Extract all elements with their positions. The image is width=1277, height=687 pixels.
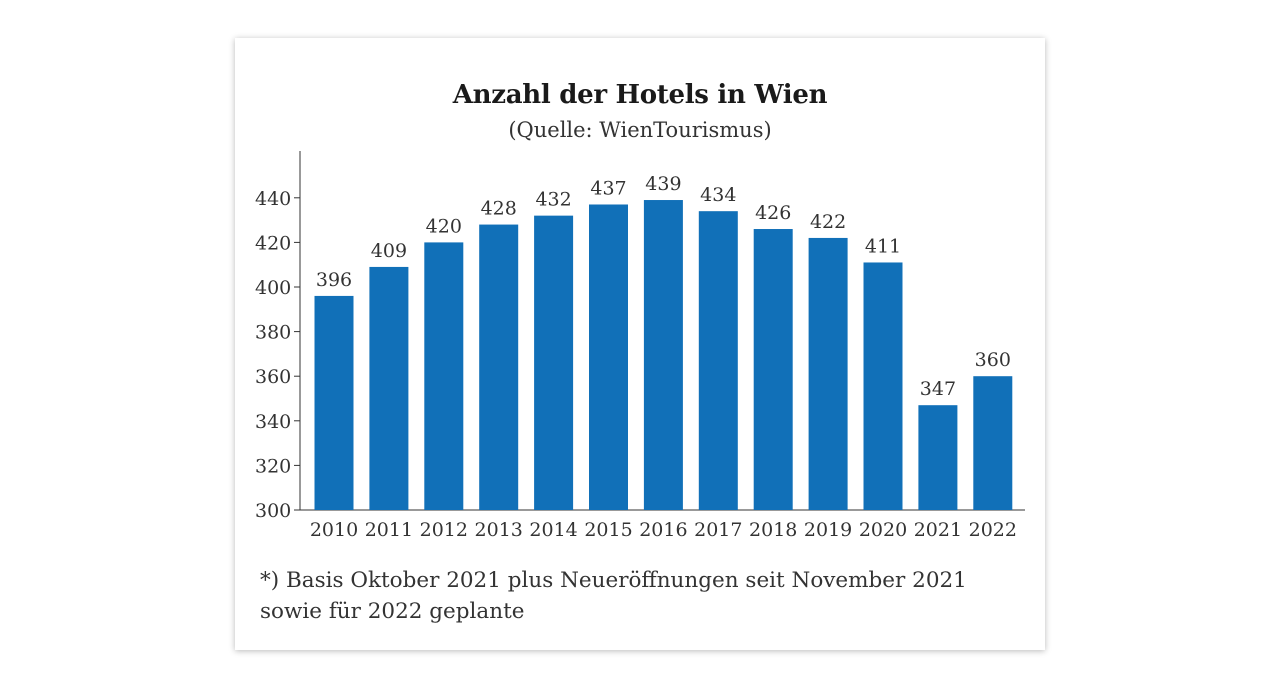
y-tick-label: 440	[255, 188, 291, 210]
bar-2019	[808, 237, 848, 510]
bar-2012	[424, 242, 464, 510]
x-tick-label-2017: 2017	[694, 519, 742, 541]
x-tick-label-2011: 2011	[365, 519, 413, 541]
x-tick-label-2013: 2013	[475, 519, 523, 541]
chart-title: Anzahl der Hotels in Wien	[452, 80, 828, 110]
chart-value-labels: 396 409 420 428 432 437 439 434 426 422 411 347 360	[316, 173, 1011, 400]
value-label-2018: 426	[755, 202, 791, 224]
y-tick-label: 340	[255, 411, 291, 433]
y-tick-label: 420	[255, 232, 291, 254]
y-tick-label: 400	[255, 277, 291, 299]
y-tick-label: 360	[255, 366, 291, 388]
value-label-2016: 439	[645, 173, 681, 195]
bar-2015	[589, 204, 628, 511]
footnote-line-2: sowie für 2022 geplante	[260, 599, 525, 624]
value-label-2020: 411	[865, 235, 901, 257]
bar-2011	[369, 266, 409, 510]
chart-card: Anzahl der Hotels in Wien (Quelle: WienT…	[235, 38, 1045, 650]
bar-2022	[973, 376, 1013, 510]
value-label-2011: 409	[371, 240, 407, 262]
x-tick-label-2012: 2012	[420, 519, 468, 541]
x-tick-label-2015: 2015	[584, 519, 632, 541]
value-label-2014: 432	[535, 189, 571, 211]
y-tick-label: 300	[255, 500, 291, 522]
x-tick-label-2020: 2020	[859, 519, 907, 541]
x-tick-label-2022: 2022	[969, 519, 1017, 541]
value-label-2015: 437	[590, 177, 626, 199]
x-tick-label-2019: 2019	[804, 519, 852, 541]
value-label-2017: 434	[700, 184, 736, 206]
x-tick-label-2014: 2014	[529, 519, 577, 541]
y-tick-label: 320	[255, 455, 291, 477]
footnote-line-1: *) Basis Oktober 2021 plus Neueröffnunge…	[260, 568, 967, 593]
value-label-2022: 360	[975, 349, 1011, 371]
value-label-2012: 420	[426, 215, 462, 237]
value-label-2013: 428	[481, 198, 517, 220]
value-label-2021: 347	[920, 378, 956, 400]
value-label-2019: 422	[810, 211, 846, 233]
chart-footnote: *) Basis Oktober 2021 plus Neueröffnunge…	[260, 565, 1020, 627]
chart-bars	[314, 200, 1013, 511]
value-label-2010: 396	[316, 269, 352, 291]
bar-2017	[698, 211, 738, 510]
x-tick-label-2021: 2021	[914, 519, 962, 541]
bar-2013	[479, 224, 519, 510]
bar-2010	[314, 295, 354, 510]
chart-subtitle: (Quelle: WienTourismus)	[508, 118, 772, 142]
chart-y-tick-labels: 300 320 340 360 380 400 420 440	[255, 188, 291, 522]
x-tick-label-2018: 2018	[749, 519, 797, 541]
bar-2014	[534, 215, 574, 510]
x-tick-label-2016: 2016	[639, 519, 687, 541]
x-tick-label-2010: 2010	[310, 519, 358, 541]
bar-2020	[863, 262, 903, 510]
bar-2021	[918, 405, 958, 510]
bar-2018	[753, 229, 793, 510]
bar-2016	[643, 200, 683, 510]
chart-x-tick-labels: 2010 2011 2012 2013 2014 2015 2016 2017 2018 2019…	[310, 519, 1017, 541]
y-tick-label: 380	[255, 322, 291, 344]
